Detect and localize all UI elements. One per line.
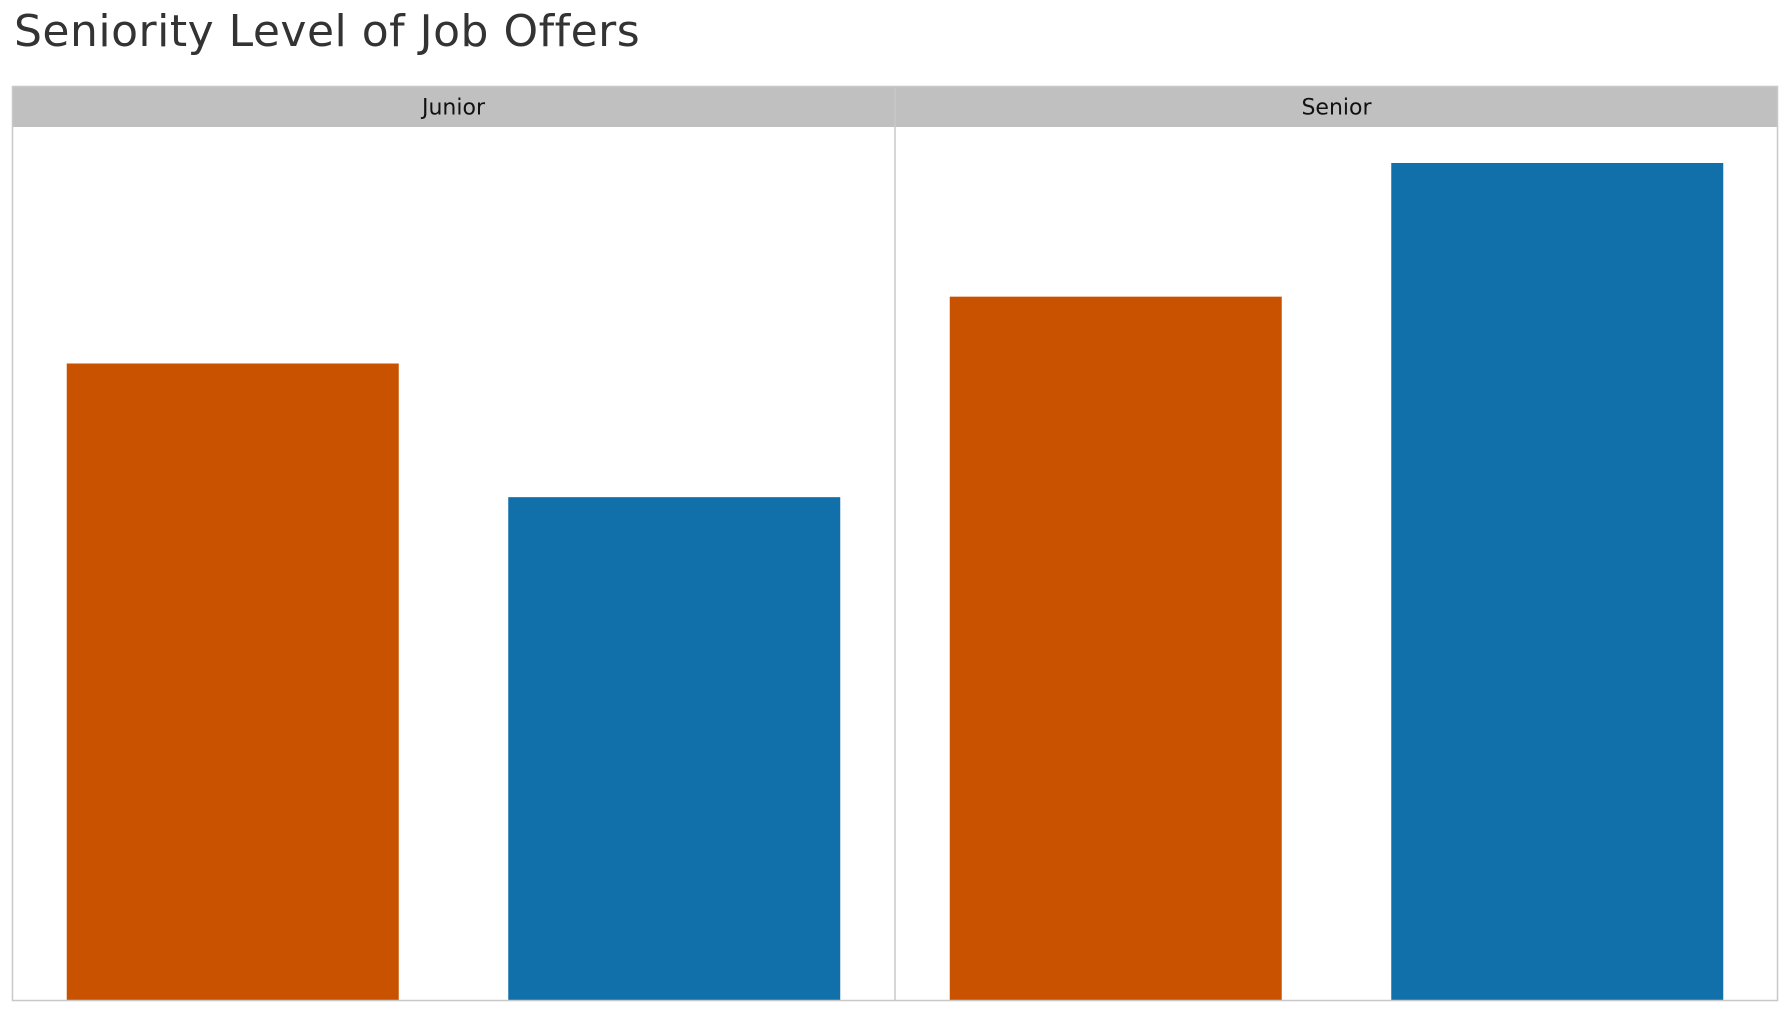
bar-junior-2 — [508, 497, 841, 1001]
panel-label-senior: Senior — [1301, 96, 1372, 121]
bar-junior-1 — [66, 363, 399, 1001]
bar-senior-2 — [1391, 162, 1724, 1002]
chart-title: Seniority Level of Job Offers — [14, 6, 641, 57]
panel-label-junior: Junior — [420, 96, 486, 121]
panel-header-senior — [895, 86, 1778, 127]
panel-header-junior — [12, 86, 895, 127]
bar-senior-1 — [949, 296, 1282, 1001]
